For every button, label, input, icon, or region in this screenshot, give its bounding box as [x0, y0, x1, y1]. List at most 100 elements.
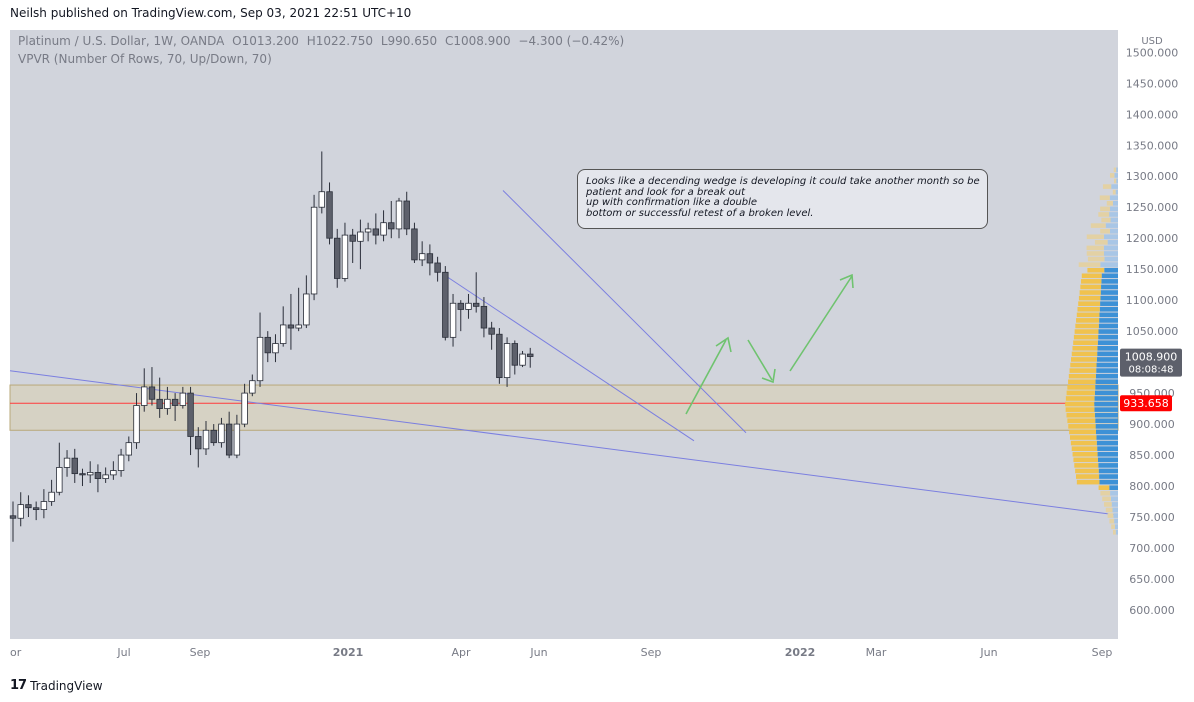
countdown-label: 08:08:48 [1129, 365, 1174, 376]
volume-profile-bar [1107, 240, 1118, 245]
candle-body [418, 253, 426, 261]
annotation-line: patient and look for a break out [586, 186, 746, 198]
green-arrow-head [761, 368, 776, 384]
candle-body [357, 231, 364, 242]
volume-profile-bar [1097, 351, 1118, 357]
candle [148, 367, 156, 406]
volume-profile-bar [1101, 279, 1118, 284]
volume-profile-bar [1097, 345, 1118, 351]
candle [418, 241, 426, 267]
volume-profile-bar [1109, 485, 1118, 490]
volume-profile-bar [1112, 201, 1118, 206]
time-tick-label: Sep [641, 646, 662, 659]
candle [388, 201, 395, 239]
chart-area[interactable] [10, 30, 1118, 639]
candle-body [287, 324, 295, 329]
candle-body [25, 504, 32, 509]
volume-profile-bar [1114, 173, 1118, 178]
volume-profile-bar [1095, 373, 1118, 379]
volume-profile-bar [1095, 424, 1118, 429]
volume-profile-bar [1086, 234, 1104, 240]
volume-profile-bar [1109, 195, 1118, 201]
price-tick-label: 750.000 [1129, 511, 1175, 524]
volume-profile-bar [1080, 284, 1102, 290]
candle-body [133, 405, 140, 444]
volume-profile-bar [1090, 223, 1106, 228]
volume-profile-bar [1094, 240, 1108, 245]
candle-body [488, 327, 495, 335]
symbol-name: Platinum / U.S. Dollar, 1W, OANDA [18, 34, 225, 48]
candle-body [210, 429, 217, 444]
candle [488, 321, 495, 350]
candle-body [527, 353, 534, 357]
candle [40, 489, 48, 519]
current-price-label: 1008.900 [1125, 351, 1178, 364]
volume-profile-bar [1109, 518, 1115, 524]
candle [210, 424, 217, 446]
candle-body [372, 228, 380, 236]
volume-profile-bar [1074, 463, 1099, 468]
candle [496, 328, 503, 384]
candle [380, 210, 387, 242]
candle-body [117, 454, 125, 471]
candle [94, 464, 102, 493]
volume-profile-bar [1098, 212, 1110, 217]
candle-body [87, 472, 94, 476]
volume-profile-bar [1114, 524, 1118, 530]
volume-profile-bar [1103, 234, 1118, 240]
candle [249, 374, 256, 397]
candle [364, 222, 372, 242]
volume-profile-bar [1096, 368, 1118, 373]
volume-profile-bar [1109, 206, 1118, 212]
volume-profile-bar [1068, 424, 1096, 429]
candle [472, 272, 480, 313]
volume-profile-bar [1111, 184, 1118, 189]
volume-profile-bar [1102, 496, 1111, 502]
green-arrow-head [715, 336, 732, 353]
candle-body [496, 333, 503, 379]
candle [303, 275, 310, 329]
candle-body [79, 473, 86, 476]
candle-body [56, 467, 63, 493]
volume-profile-bar [1098, 485, 1110, 490]
volume-profile-bar [1073, 340, 1098, 346]
candle-body [295, 324, 302, 329]
volume-profile-bar [1094, 396, 1118, 401]
time-tick-label: Sep [190, 646, 211, 659]
candle [434, 256, 441, 282]
volume-profile-bar [1101, 284, 1118, 290]
volume-profile-bar [1075, 468, 1099, 474]
volume-profile-bar [1115, 530, 1118, 535]
volume-profile-bar [1065, 401, 1095, 407]
wedge-lower-line [443, 274, 695, 442]
volume-profile-bar [1098, 323, 1118, 329]
candle-body [326, 191, 333, 239]
red-price-label: 933.658 [1123, 397, 1169, 410]
volume-profile-bar [1097, 340, 1118, 346]
candle [411, 222, 418, 263]
annotation-callout[interactable]: Looks like a decending wedge is developi… [577, 169, 988, 229]
candle-body [195, 436, 202, 450]
footer-brand[interactable]: 17 TradingView [10, 678, 103, 693]
volume-profile-bar [1078, 301, 1101, 306]
volume-profile-bar [1105, 223, 1118, 228]
candle [287, 293, 295, 350]
candle [179, 386, 187, 409]
volume-profile-bar [1103, 245, 1118, 251]
volume-profile-bar [1099, 474, 1118, 479]
volume-profile-bar [1072, 345, 1098, 351]
candle-body [179, 392, 187, 406]
green-arrow-line [747, 339, 773, 381]
volume-profile-bar [1107, 513, 1114, 518]
candle [48, 479, 55, 506]
candle-body [395, 200, 403, 230]
volume-profile-bar [1111, 502, 1118, 507]
volume-profile-bar [1069, 429, 1097, 435]
volume-profile-bar [1113, 530, 1116, 535]
candle-body [279, 324, 287, 344]
currency-label: USD [1141, 36, 1163, 47]
indicator-legend: VPVR (Number Of Rows, 70, Up/Down, 70) [18, 52, 272, 66]
candle [279, 306, 287, 347]
volume-profile-bar [1100, 262, 1118, 267]
